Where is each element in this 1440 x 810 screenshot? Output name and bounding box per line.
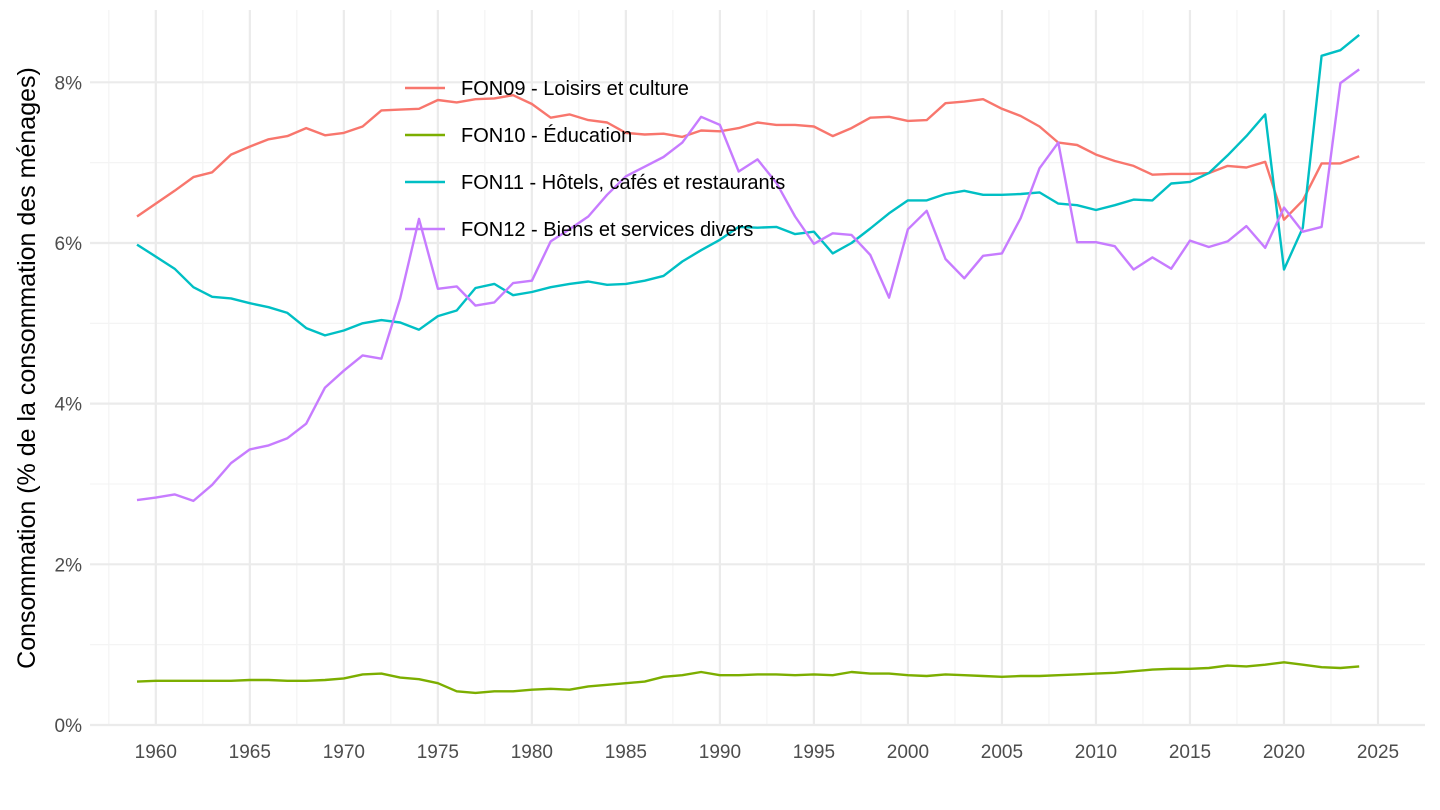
legend-item: FON10 - Éducation (405, 124, 632, 147)
x-tick-label: 1995 (793, 742, 835, 763)
legend-label: FON10 - Éducation (461, 124, 632, 147)
x-tick-label: 2000 (887, 742, 929, 763)
series-line-4 (136, 68, 1360, 503)
legend-item: FON09 - Loisirs et culture (405, 78, 689, 100)
x-tick-label: 2020 (1263, 742, 1305, 763)
legend-label: FON11 - Hôtels, cafés et restaurants (461, 172, 785, 194)
x-tick-label: 1965 (229, 742, 271, 763)
y-tick-label: 6% (55, 234, 83, 255)
legend-item: FON11 - Hôtels, cafés et restaurants (405, 172, 785, 194)
x-axis-ticks: 1960 1965 1970 1975 1980 1985 1990 1995 2000 2005… (135, 742, 1399, 763)
legend-label: FON12 - Biens et services divers (461, 219, 753, 241)
legend-item: FON12 - Biens et services divers (405, 219, 753, 241)
x-tick-label: 2010 (1075, 742, 1117, 763)
x-tick-label: 1985 (605, 742, 647, 763)
x-tick-label: 1990 (699, 742, 741, 763)
y-tick-label: 8% (55, 73, 83, 94)
y-tick-label: 4% (55, 395, 83, 416)
series-line-3 (136, 33, 1360, 337)
grid (90, 10, 1425, 727)
x-tick-label: 1975 (417, 742, 459, 763)
y-tick-label: 2% (55, 555, 83, 576)
x-tick-label: 2015 (1169, 742, 1211, 763)
legend: FON09 - Loisirs et culture FON10 - Éducat… (405, 78, 785, 241)
x-tick-label: 1980 (511, 742, 553, 763)
x-tick-label: 2005 (981, 742, 1023, 763)
series-lines (136, 33, 1360, 695)
x-tick-label: 2025 (1357, 742, 1399, 763)
x-tick-label: 1970 (323, 742, 365, 763)
x-tick-label: 1960 (135, 742, 177, 763)
y-axis-ticks: 0% 2% 4% 6% 8% (55, 73, 83, 737)
series-line-1 (136, 93, 1360, 221)
y-tick-label: 0% (55, 716, 83, 737)
y-axis-title: Consommation (% de la consommation des m… (13, 67, 41, 669)
series-line-2 (136, 661, 1360, 695)
legend-label: FON09 - Loisirs et culture (461, 78, 689, 100)
